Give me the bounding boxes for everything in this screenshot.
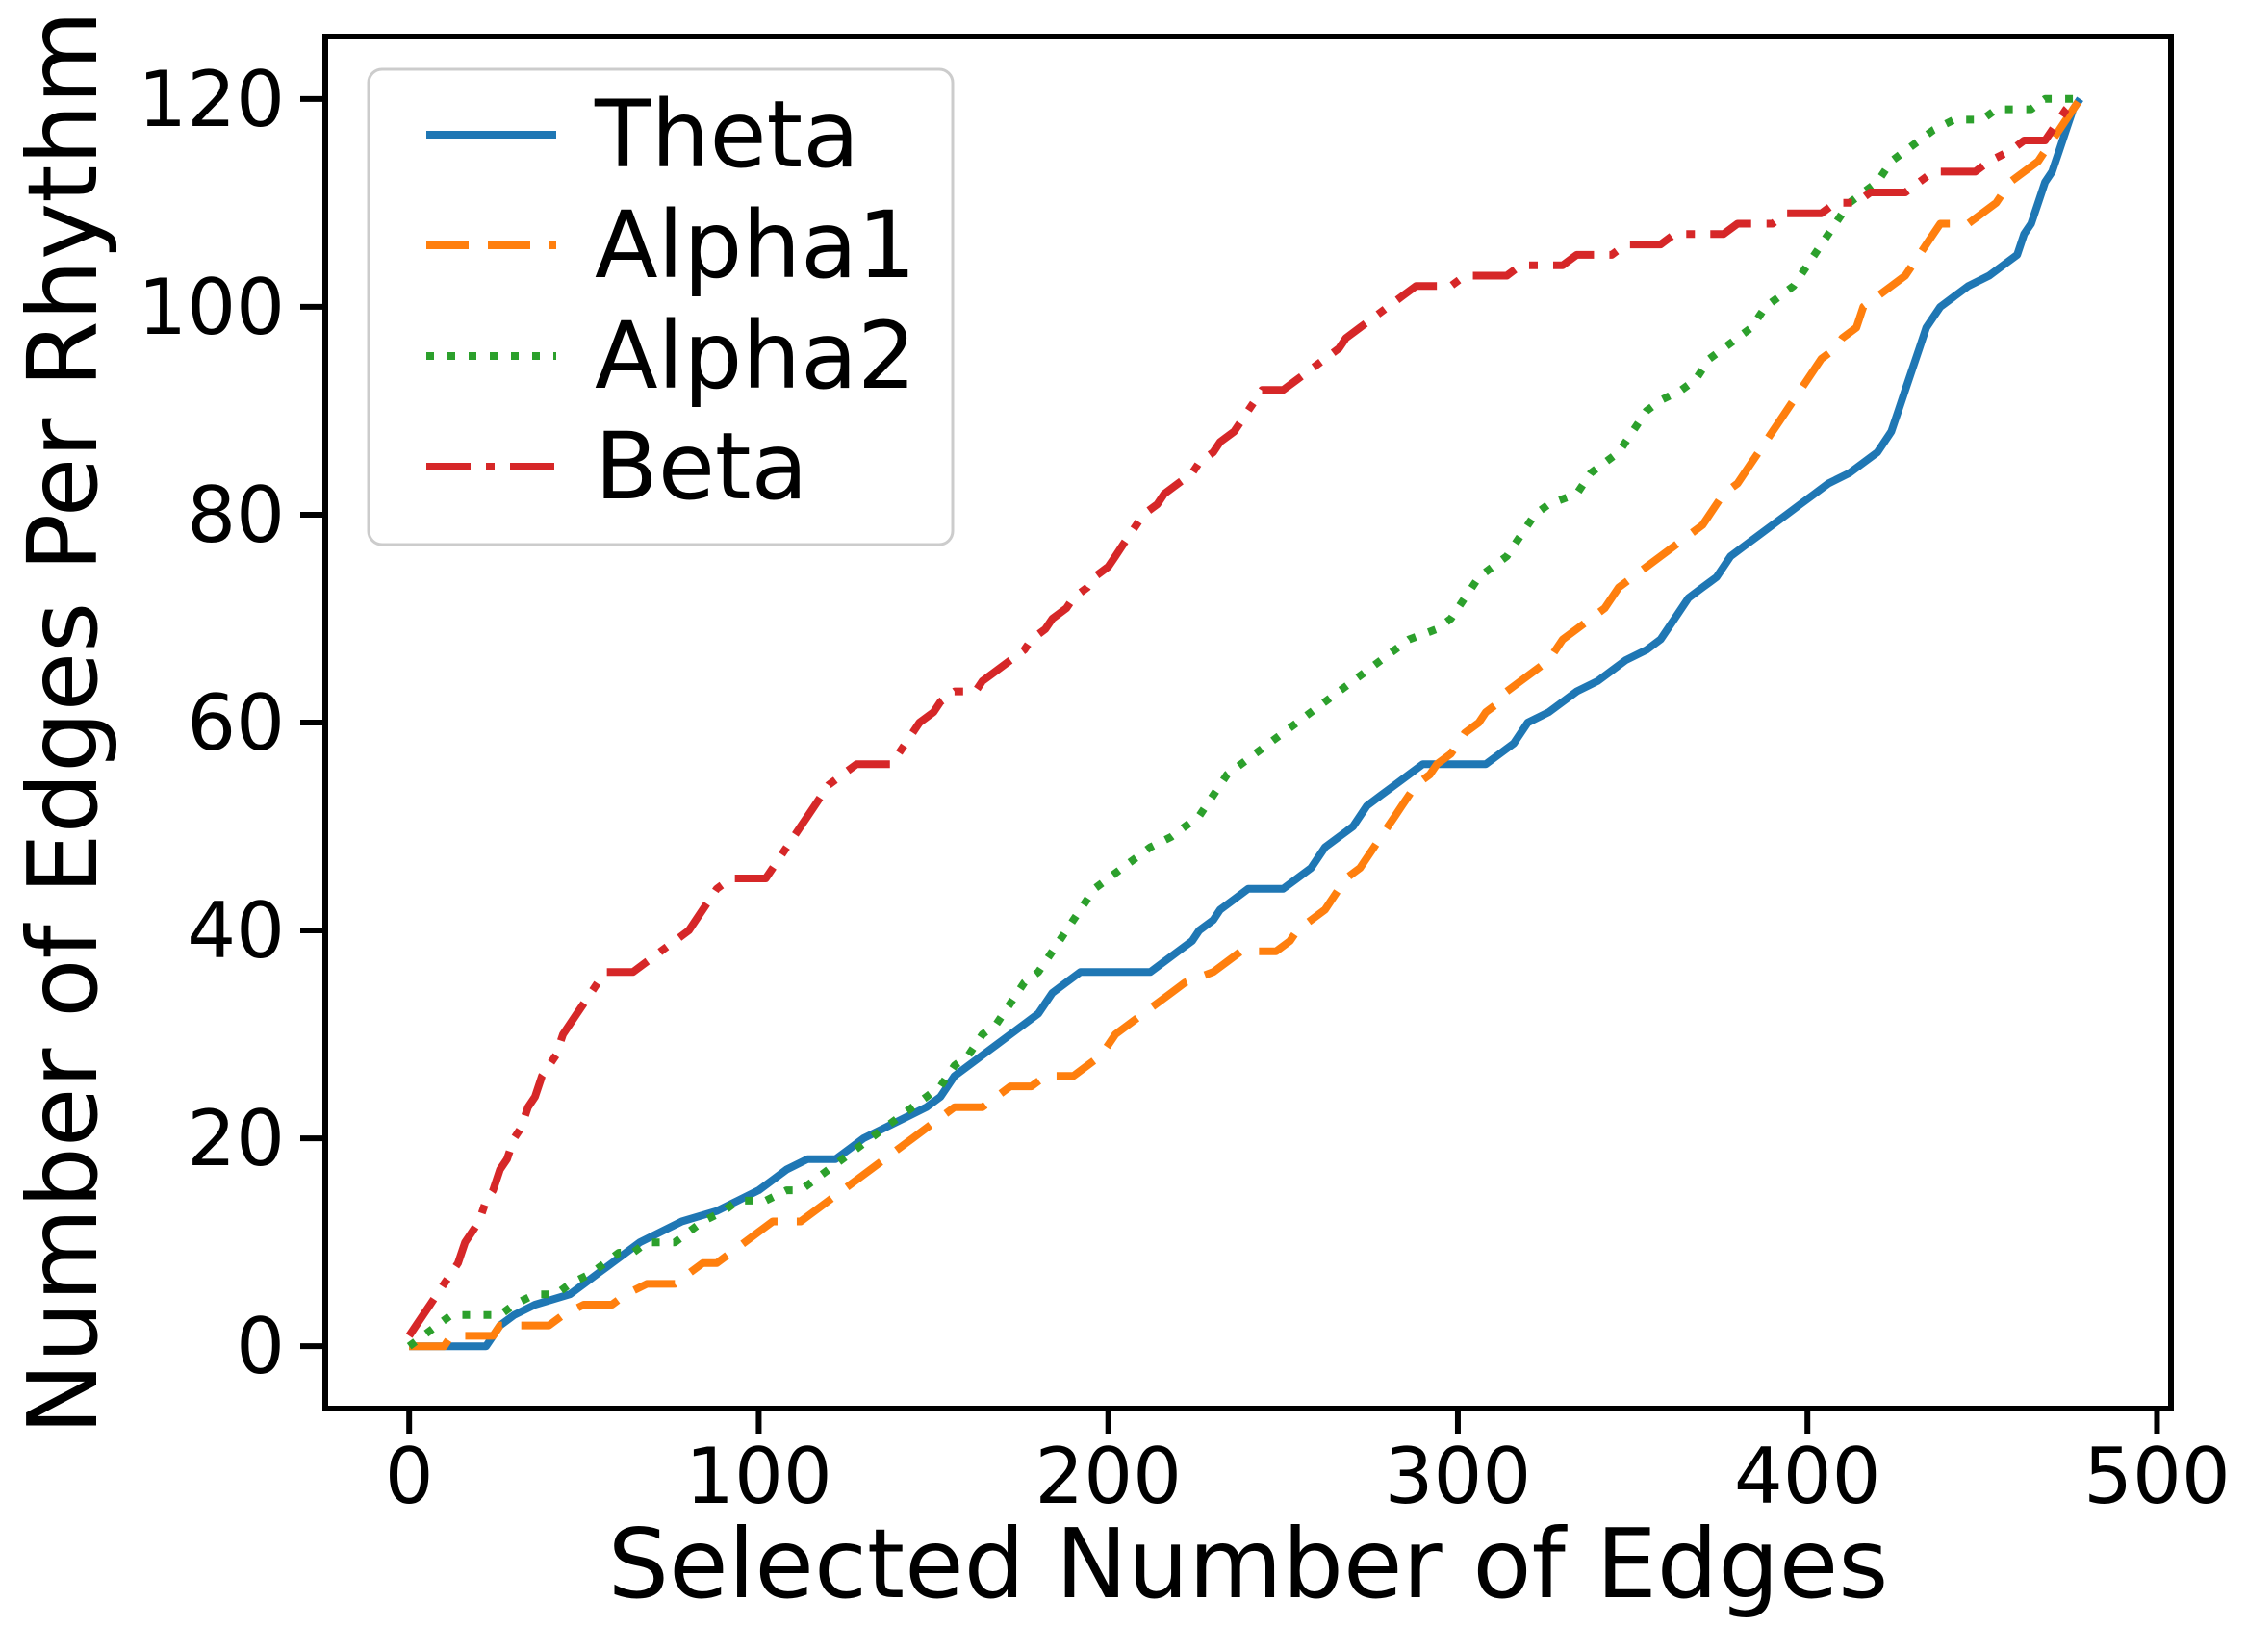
x-tick-label: 500: [2083, 1432, 2231, 1521]
series-line-alpha1: [409, 96, 2083, 1351]
legend-label-alpha2: Alpha2: [595, 302, 916, 410]
legend-label-alpha1: Alpha1: [595, 191, 916, 299]
legend-label-theta: Theta: [594, 81, 859, 189]
y-axis-label: Number of Edges Per Rhythm: [7, 11, 119, 1435]
series-lines: [405, 94, 2083, 1351]
x-tick-label: 0: [385, 1432, 434, 1521]
y-tick-label: 120: [138, 55, 285, 144]
y-tick-label: 60: [187, 678, 285, 768]
y-tick-label: 40: [187, 886, 285, 976]
y-tick-label: 0: [236, 1302, 285, 1391]
x-tick-label: 400: [1734, 1432, 1881, 1521]
x-axis-ticks: 0 100 200 300 400 500: [385, 1409, 2231, 1521]
series-line-alpha2: [406, 94, 2077, 1350]
x-tick-label: 200: [1034, 1432, 1182, 1521]
legend-box: [367, 67, 955, 546]
legend-label-beta: Beta: [595, 413, 807, 521]
y-tick-label: 80: [187, 470, 285, 560]
y-tick-label: 100: [138, 263, 285, 352]
y-tick-label: 20: [187, 1094, 285, 1183]
x-tick-label: 300: [1385, 1432, 1532, 1521]
x-axis-label: Selected Number of Edges: [608, 1508, 1889, 1620]
series-line-beta: [405, 95, 2080, 1338]
series-line-theta: [409, 96, 2083, 1351]
y-axis-ticks: 0 20 40 60 80 100 120: [138, 55, 325, 1391]
x-tick-label: 100: [685, 1432, 832, 1521]
